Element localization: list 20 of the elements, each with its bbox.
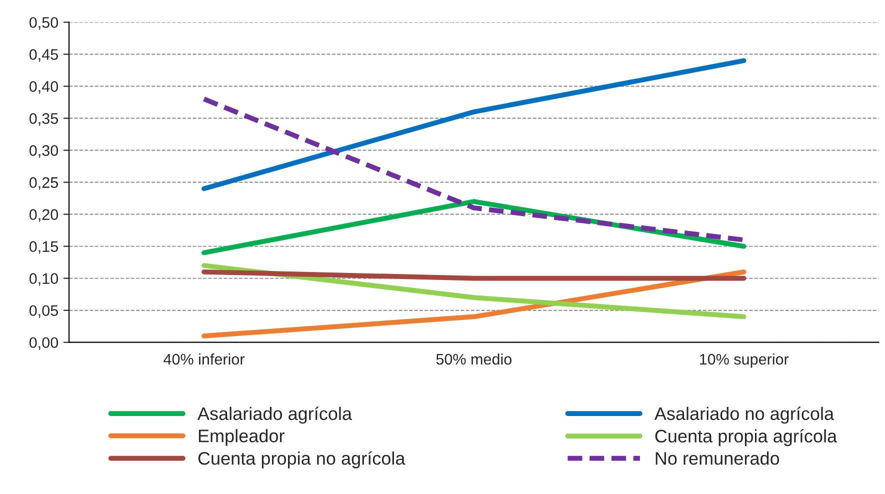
y-tick-label: 0,40 [29, 81, 58, 94]
legend-label: Asalariado agrícola [197, 406, 352, 424]
y-tick-label: 0,30 [29, 145, 58, 158]
legend-label: Asalariado no agrícola [654, 406, 834, 424]
y-tick-label: 0,45 [29, 49, 58, 62]
legend-label: Cuenta propia agrícola [655, 429, 838, 446]
x-tick-label: 50% medio [436, 353, 512, 365]
legend-label: Empleador [198, 429, 284, 446]
y-tick-label: 0,20 [29, 209, 58, 222]
y-tick-label: 0,15 [29, 241, 58, 254]
y-tick-label: 0,00 [29, 337, 58, 350]
y-tick-label: 0,05 [29, 305, 58, 318]
legend-label: Cuenta propia no agrícola [198, 451, 406, 468]
y-tick-label: 0,10 [29, 273, 58, 286]
x-tick-label: 40% inferior [164, 353, 244, 365]
x-tick-label: 10% superior [700, 353, 789, 368]
y-tick-label: 0,25 [29, 177, 58, 190]
legend-label: No remunerado [656, 452, 780, 465]
y-tick-label: 0,35 [29, 113, 58, 126]
y-tick-label: 0,50 [29, 17, 58, 30]
